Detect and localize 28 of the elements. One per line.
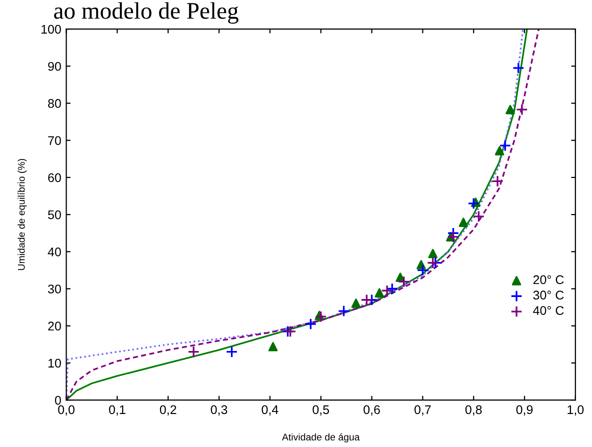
x-tick-label: 0,9 bbox=[516, 405, 533, 416]
legend-label: 40° C bbox=[533, 306, 564, 315]
x-tick-label: 0,8 bbox=[465, 405, 482, 416]
y-tick-label: 100 bbox=[42, 24, 61, 34]
chart-title: ao modelo de Peleg bbox=[54, 2, 238, 24]
y-tick-label: 0 bbox=[54, 396, 61, 405]
x-tick-label: 0,5 bbox=[312, 405, 330, 416]
y-tick-label: 80 bbox=[48, 99, 61, 108]
y-tick-label: 20 bbox=[48, 322, 61, 331]
x-tick-label: 0,3 bbox=[210, 405, 228, 416]
y-tick-label: 30 bbox=[48, 284, 61, 294]
x-axis-title: Atividade de água bbox=[282, 433, 360, 442]
legend-label: 20° C bbox=[533, 275, 564, 284]
y-tick-label: 50 bbox=[48, 210, 61, 220]
x-tick-label: 0,4 bbox=[262, 405, 278, 416]
x-tick-label: 1,0 bbox=[568, 405, 584, 416]
x-tick-label: 0,7 bbox=[414, 405, 431, 416]
legend-label: 30° C bbox=[533, 290, 564, 300]
x-tick-label: 0,6 bbox=[364, 405, 380, 416]
x-tick-label: 0,1 bbox=[109, 405, 126, 416]
x-tick-label: 0,2 bbox=[160, 405, 176, 416]
y-tick-label: 40 bbox=[48, 247, 61, 256]
y-tick-label: 60 bbox=[48, 173, 61, 182]
x-tick-label: 0,0 bbox=[58, 405, 75, 416]
y-axis-title: Umidade de equilíbrio (%) bbox=[18, 158, 27, 270]
y-tick-label: 90 bbox=[48, 62, 61, 71]
y-tick-label: 10 bbox=[48, 358, 61, 368]
y-tick-label: 70 bbox=[48, 136, 61, 146]
